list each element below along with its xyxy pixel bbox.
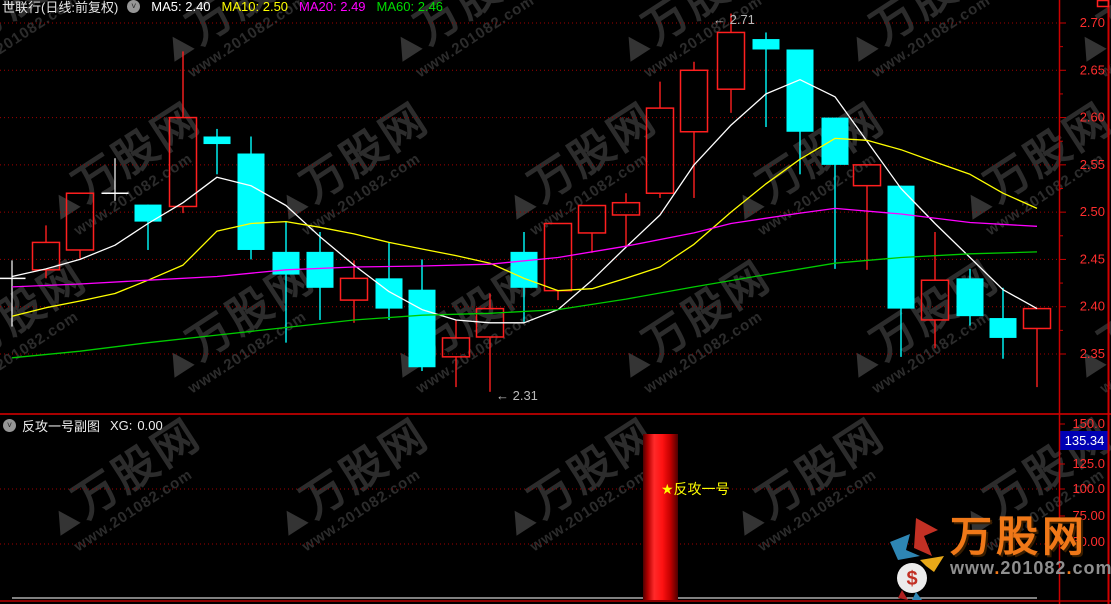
ma-legend-item-2: MA10: 2.50: [221, 0, 289, 14]
candle-down: [375, 242, 403, 320]
signal-bar: [643, 434, 678, 600]
candle-body: [65, 192, 95, 251]
current-value-box: [1060, 431, 1108, 450]
candle-down: [989, 287, 1017, 359]
candle-body: [31, 241, 61, 271]
candle-body: [375, 278, 403, 309]
candle-down: [134, 204, 162, 250]
candle-body: [339, 277, 369, 301]
candle-up: [1022, 307, 1052, 388]
candle-body: [821, 117, 849, 165]
candle-up: [679, 61, 709, 198]
candle-body: [679, 69, 709, 133]
window-corner-icon[interactable]: [1096, 0, 1110, 8]
indicator-axis-label: 50.00: [1072, 534, 1105, 549]
indicator-axis-label: 150.0: [1072, 416, 1105, 431]
candle-body: [577, 204, 607, 234]
price-axis-label: 2.35: [1080, 346, 1105, 361]
candle-body: [306, 251, 334, 288]
svg-text:$: $: [906, 568, 917, 590]
current-value-label: 135.34: [1065, 433, 1105, 448]
candle-down: [887, 185, 915, 357]
indicator-title: 反攻一号副图: [22, 419, 101, 434]
candle-up: [339, 260, 369, 323]
candle-up: [920, 232, 950, 349]
stock-title: 世联行(日线:前复权): [2, 0, 119, 15]
price-axis-label: 2.45: [1080, 251, 1105, 266]
candle-body: [786, 49, 814, 132]
candle-body: [645, 107, 675, 194]
candle-body: [203, 136, 231, 145]
site-logo: $ 万股网 www.201082.com: [886, 516, 1111, 600]
indicator-axis-label: 125.0: [1072, 456, 1105, 471]
candle-up: [611, 193, 641, 248]
candle-up: [645, 81, 675, 198]
candle-up: [475, 293, 505, 392]
xg-label: XG:: [110, 418, 133, 433]
candle-doji: [101, 158, 129, 201]
candle-down: [956, 268, 984, 326]
candle-down: [752, 32, 780, 128]
candle-body: [168, 116, 198, 208]
xg-value: 0.00: [137, 418, 163, 433]
candle-body: [989, 318, 1017, 338]
candle-down: [821, 117, 849, 269]
price-axis-label: 2.40: [1080, 299, 1105, 314]
candle-down: [786, 49, 814, 175]
logo-brand: 万股网: [950, 513, 1089, 560]
candle-up: [852, 164, 882, 270]
price-axis-label: 2.60: [1080, 110, 1105, 125]
ma-legend-item-3: MA20: 2.49: [299, 0, 366, 14]
candle-up: [577, 204, 607, 253]
price-axis-label: 2.50: [1080, 204, 1105, 219]
indicator-panel-header: ˅ 反攻一号副图 XG: 0.00: [3, 416, 163, 435]
ma-legend-item-4: MA60: 2.46: [376, 0, 444, 14]
ma-line-ma60: [11, 251, 1038, 359]
ma-line-ma20: [11, 207, 1038, 288]
logo-text: 万股网 www.201082.com: [950, 516, 1111, 579]
candle-body: [1022, 307, 1052, 330]
candle-down: [203, 128, 231, 175]
candle-body: [956, 278, 984, 317]
candle-body: [852, 164, 882, 187]
candle-down: [237, 136, 265, 260]
ma-legend-item-1: MA5: 2.40: [151, 0, 211, 14]
candle-body: [408, 289, 436, 368]
candle-up: [441, 319, 471, 388]
main-chart-header: 世联行(日线:前复权) ˅ MA5: 2.40 MA10: 2.50 MA20: 2…: [2, 0, 443, 16]
price-axis-label: 2.70: [1080, 15, 1105, 30]
indicator-menu-icon[interactable]: ˅: [3, 419, 16, 432]
price-axis-label: 2.55: [1080, 157, 1105, 172]
indicator-axis-label: 100.0: [1072, 481, 1105, 496]
indicator-axis-label: 75.00: [1072, 508, 1105, 523]
candle-body: [134, 204, 162, 222]
candle-down: [510, 232, 538, 322]
candle-up: [65, 192, 95, 259]
ma-legend: MA5: 2.40 MA10: 2.50 MA20: 2.49 MA60: 2.46: [140, 0, 443, 14]
logo-url: www.201082.com: [950, 558, 1111, 578]
candle-body: [716, 31, 746, 90]
price-axis-label: 2.65: [1080, 62, 1105, 77]
candle-up: [168, 51, 198, 214]
candle-up: [31, 225, 61, 279]
candle-up: [716, 13, 746, 113]
signal-marker-label: ★反攻一号: [661, 481, 730, 497]
ma-line-ma5: [11, 79, 1038, 324]
logo-kite-icon: $: [890, 518, 944, 600]
candle-up: [543, 222, 573, 301]
candle-body: [887, 185, 915, 309]
price-annotation: ← 2.31: [496, 388, 538, 403]
candle-down: [306, 232, 334, 320]
candle-body: [611, 201, 641, 216]
candle-body: [920, 279, 950, 321]
candle-body: [752, 39, 780, 50]
price-annotation: ← 2.71: [713, 12, 755, 27]
candle-body: [237, 153, 265, 250]
candle-down: [272, 221, 300, 343]
chart-menu-icon[interactable]: ˅: [127, 0, 141, 13]
ma-line-ma10: [11, 137, 1038, 317]
candle-body: [441, 337, 471, 358]
